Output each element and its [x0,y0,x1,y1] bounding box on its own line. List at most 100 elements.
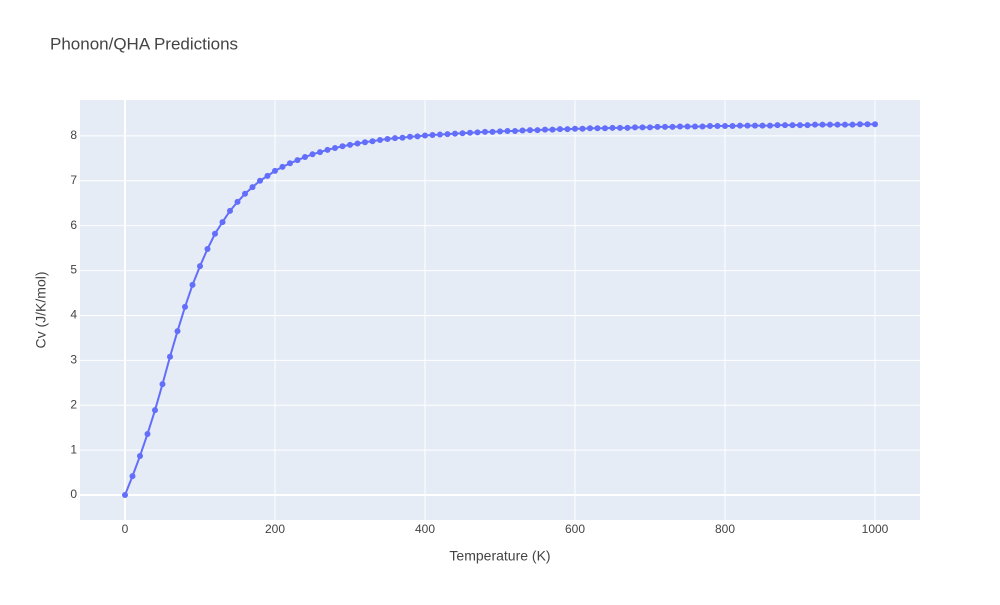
data-point [677,123,683,130]
data-point [767,122,773,129]
data-point [797,122,803,129]
data-point [317,149,323,156]
data-point [827,121,833,128]
data-point [609,124,616,131]
data-point [384,136,391,143]
data-point [662,123,668,130]
data-point [474,129,481,136]
y-tick-label: 6 [70,218,77,232]
chart-title: Phonon/QHA Predictions [50,34,238,53]
data-point [647,124,653,131]
data-point [174,328,181,335]
data-point [287,160,293,167]
data-point [339,143,346,150]
y-tick-label: 0 [70,487,77,501]
data-point [294,157,301,164]
y-tick-label: 8 [70,128,77,142]
data-point [429,132,436,139]
data-point [167,353,173,360]
data-point [737,122,743,129]
data-point [407,133,413,140]
x-tick-label: 200 [265,522,285,536]
data-point [144,430,151,437]
data-point [557,126,563,133]
data-point [707,123,713,130]
x-tick-label: 800 [715,522,735,536]
x-tick-label: 1000 [862,522,889,536]
data-point [699,123,706,130]
data-point [819,121,826,128]
data-point [264,172,271,179]
data-point [789,122,796,129]
y-tick-label: 1 [70,442,77,456]
data-point [399,134,406,141]
data-point [579,125,586,132]
data-point [594,125,601,132]
data-point [272,167,278,174]
data-point [774,122,781,129]
data-point [564,126,571,133]
data-point [834,121,841,128]
data-point [624,124,631,131]
data-point [504,127,511,134]
data-point [482,128,488,135]
data-point [752,122,758,129]
data-point [204,246,211,253]
data-point [362,139,368,146]
data-point [309,151,316,158]
x-tick-label: 600 [565,522,585,536]
data-point [302,154,308,161]
y-tick-label: 3 [70,353,77,367]
data-point [452,130,458,137]
data-point [159,381,166,388]
data-point [812,121,818,128]
data-point [197,263,203,270]
data-point [714,123,721,130]
data-point [437,131,443,138]
data-point [444,131,451,138]
data-point [587,125,593,132]
data-point [182,303,188,310]
data-point [639,124,646,131]
y-axis-title: Cv (J/K/mol) [33,272,49,349]
x-tick-label: 400 [415,522,435,536]
data-point [534,127,541,134]
data-point [257,177,263,184]
data-point [459,130,466,137]
y-tick-label: 4 [70,308,77,322]
data-point [692,123,698,130]
data-point [669,123,676,130]
data-point [759,122,766,129]
data-point [392,135,398,142]
data-point [519,127,526,134]
data-point [864,121,871,128]
data-point [242,190,248,197]
data-point [602,125,608,132]
y-tick-label: 5 [70,263,77,277]
data-point [549,126,556,133]
data-point [122,491,128,498]
data-point [414,133,421,140]
data-point [542,126,548,133]
data-point [137,452,143,459]
data-point [324,146,331,153]
data-point [422,132,428,139]
data-point [632,124,638,131]
data-point [189,281,196,288]
data-point [729,123,736,130]
y-tick-label: 2 [70,397,77,411]
plot-area [80,100,920,520]
data-point [872,121,878,128]
data-point [249,184,256,191]
data-point [722,123,728,130]
data-point [497,128,503,135]
data-point [842,121,848,128]
x-tick-label: 0 [122,522,129,536]
data-point [654,123,661,130]
data-point [467,129,473,136]
data-point [572,125,578,132]
data-point [617,124,623,131]
data-point [512,127,518,134]
data-point [527,127,533,134]
